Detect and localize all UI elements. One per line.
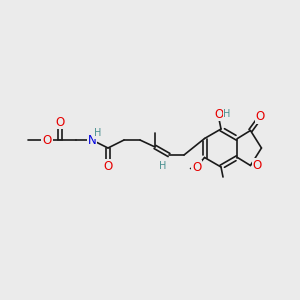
Text: H: H <box>159 161 167 171</box>
Text: O: O <box>256 110 265 123</box>
Text: O: O <box>214 107 224 121</box>
Text: H: H <box>223 109 231 119</box>
Text: H: H <box>94 128 102 138</box>
Text: O: O <box>192 161 201 174</box>
Text: O: O <box>56 116 64 128</box>
Text: O: O <box>103 160 112 172</box>
Text: O: O <box>253 159 262 172</box>
Text: N: N <box>88 134 96 146</box>
Text: O: O <box>42 134 52 146</box>
